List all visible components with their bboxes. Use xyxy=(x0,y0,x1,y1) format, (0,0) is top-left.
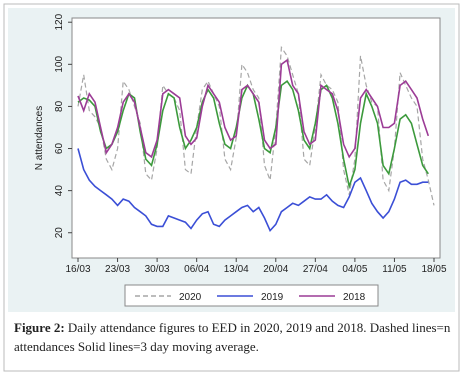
x-tick-label: 06/04 xyxy=(184,264,209,275)
y-tick-label: 80 xyxy=(54,100,65,112)
frame xyxy=(3,3,460,372)
x-tick-label: 30/03 xyxy=(145,264,170,275)
y-tick-label: 120 xyxy=(54,13,65,30)
caption-label: Figure 2: xyxy=(14,320,65,335)
x-tick-label: 13/04 xyxy=(224,264,249,275)
legend-label: 2019 xyxy=(261,292,284,303)
y-tick-label: 100 xyxy=(54,56,65,73)
x-tick-label: 11/05 xyxy=(382,264,407,275)
legend-label: 2020 xyxy=(179,292,202,303)
y-tick-label: 40 xyxy=(54,185,65,197)
series-line xyxy=(77,148,429,233)
y-tick-label: 60 xyxy=(54,143,65,155)
x-tick-label: 20/04 xyxy=(263,264,288,275)
x-tick-label: 04/05 xyxy=(342,264,367,275)
legend-label: 2018 xyxy=(343,292,366,303)
x-tick-label: 27/04 xyxy=(303,264,328,275)
caption-text: Daily attendance figures to EED in 2020,… xyxy=(14,320,451,354)
y-tick-label: 20 xyxy=(54,227,65,239)
x-tick-label: 23/03 xyxy=(105,264,130,275)
x-tick-label: 16/03 xyxy=(65,264,90,275)
plot-area xyxy=(71,17,441,259)
caption: Figure 2: Daily attendance figures to EE… xyxy=(14,318,454,356)
x-tick-label: 18/05 xyxy=(421,264,446,275)
y-axis-title: N attendances xyxy=(34,106,45,171)
series-line xyxy=(77,58,430,159)
